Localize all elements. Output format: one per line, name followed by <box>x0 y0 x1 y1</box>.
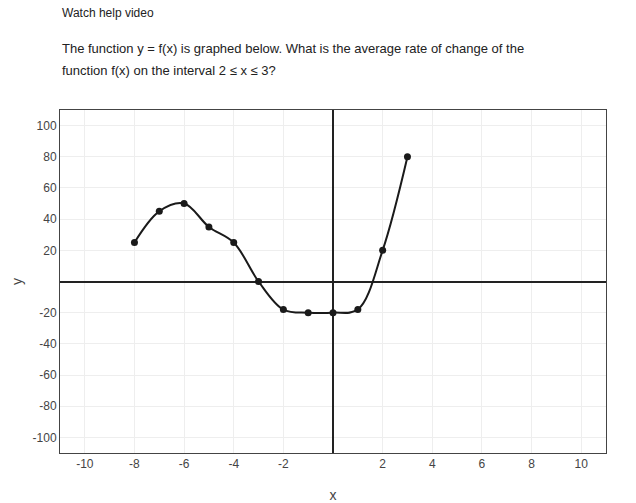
svg-text:function f(x) on the interval: function f(x) on the interval 2 ≤ x ≤ 3? <box>62 63 276 78</box>
svg-text:40: 40 <box>43 212 57 226</box>
svg-text:80: 80 <box>43 150 57 164</box>
svg-text:The function y = f(x) is graph: The function y = f(x) is graphed below. … <box>62 41 524 56</box>
svg-text:-4: -4 <box>228 457 239 471</box>
svg-text:-6: -6 <box>179 457 190 471</box>
svg-text:-80: -80 <box>39 399 57 413</box>
svg-text:20: 20 <box>43 244 57 258</box>
svg-text:y: y <box>9 278 25 285</box>
svg-text:4: 4 <box>429 457 436 471</box>
svg-text:-20: -20 <box>39 306 57 320</box>
svg-text:-40: -40 <box>39 337 57 351</box>
svg-text:-2: -2 <box>278 457 289 471</box>
svg-text:-8: -8 <box>129 457 140 471</box>
svg-text:-100: -100 <box>33 431 57 445</box>
svg-text:10: 10 <box>575 457 589 471</box>
svg-text:100: 100 <box>37 119 57 133</box>
svg-text:6: 6 <box>479 457 486 471</box>
svg-text:8: 8 <box>528 457 535 471</box>
svg-text:2: 2 <box>379 457 386 471</box>
svg-text:-60: -60 <box>39 368 57 382</box>
svg-text:-10: -10 <box>76 457 94 471</box>
svg-text:60: 60 <box>43 181 57 195</box>
svg-text:Watch help video: Watch help video <box>62 6 154 20</box>
svg-text:x: x <box>330 487 337 503</box>
